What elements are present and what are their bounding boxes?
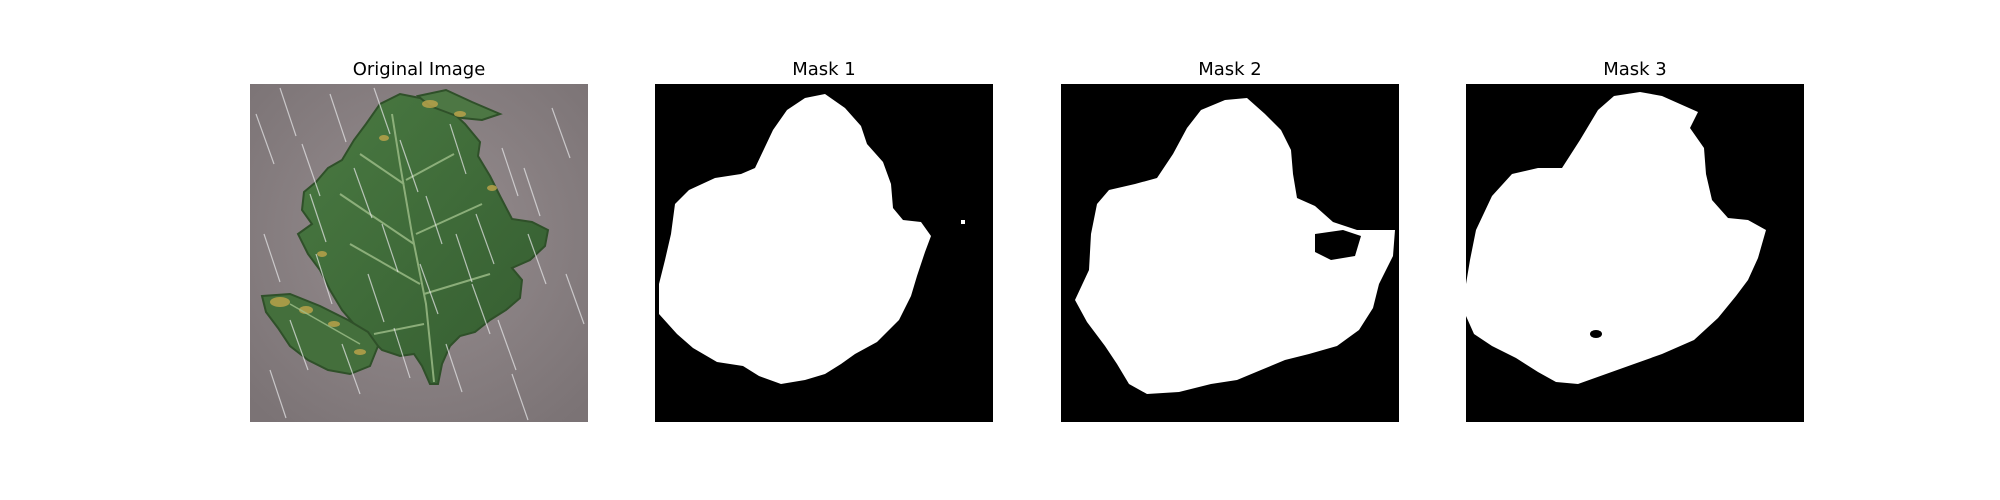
- mask-1-image: [655, 84, 993, 422]
- panel-title-mask-1: Mask 1: [792, 59, 856, 80]
- blight-spots: [270, 100, 497, 355]
- leaf-veins: [289, 113, 491, 383]
- mask-2-panel: [1061, 84, 1399, 422]
- leaf-photo: [250, 84, 588, 422]
- lower-leaflet: [260, 292, 380, 376]
- main-leaf: [296, 92, 550, 385]
- panel-title-original-image: Original Image: [352, 59, 486, 80]
- rain-streaks: [255, 87, 585, 421]
- panel-title-mask-3: Mask 3: [1603, 59, 1667, 80]
- mask-1-region: [659, 94, 931, 384]
- mask-3-panel: [1466, 84, 1804, 422]
- mask-3-image: [1466, 84, 1804, 422]
- mask-2-hole: [1315, 230, 1361, 260]
- mask-3-hole: [1590, 330, 1602, 338]
- mask-1-panel: [655, 84, 993, 422]
- mask-2-region: [1075, 98, 1395, 394]
- mask-3-region: [1466, 92, 1766, 384]
- panel-title-mask-2: Mask 2: [1198, 59, 1262, 80]
- leaf-tip: [415, 88, 503, 122]
- original-image-panel: [250, 84, 588, 422]
- mask-1-speck: [961, 220, 965, 224]
- mask-2-image: [1061, 84, 1399, 422]
